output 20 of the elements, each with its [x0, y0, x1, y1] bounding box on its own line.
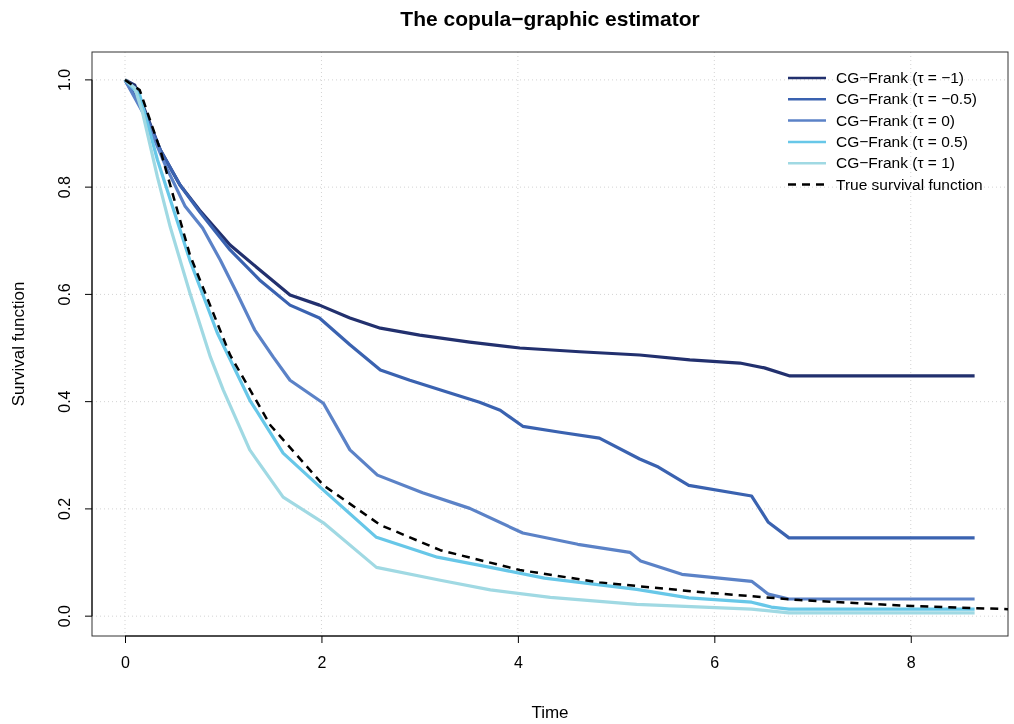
- legend-label: CG−Frank (τ = −1): [836, 69, 965, 86]
- x-tick-label: 6: [710, 654, 720, 672]
- legend-label: CG−Frank (τ = 0): [836, 111, 955, 129]
- y-tick-label: 1.0: [56, 68, 73, 92]
- x-tick-label: 8: [906, 654, 916, 672]
- y-tick-label: 0.4: [56, 390, 73, 413]
- y-tick-label: 0.2: [56, 497, 73, 521]
- x-tick-label: 2: [317, 654, 327, 672]
- x-tick-label: 4: [513, 654, 523, 672]
- y-tick-label: 0.0: [56, 604, 73, 628]
- chart-title: The copula−graphic estimator: [400, 7, 700, 30]
- x-tick-label: 0: [121, 654, 131, 672]
- y-axis-title: Survival function: [9, 281, 28, 407]
- y-tick-label: 0.8: [56, 175, 73, 199]
- legend-label: CG−Frank (τ = 0.5): [836, 132, 968, 150]
- legend-label: True survival function: [836, 175, 983, 193]
- legend-label: CG−Frank (τ = −0.5): [836, 90, 977, 108]
- y-tick-label: 0.6: [56, 283, 73, 306]
- x-axis-title: Time: [531, 703, 569, 722]
- legend-label: CG−Frank (τ = 1): [836, 154, 955, 172]
